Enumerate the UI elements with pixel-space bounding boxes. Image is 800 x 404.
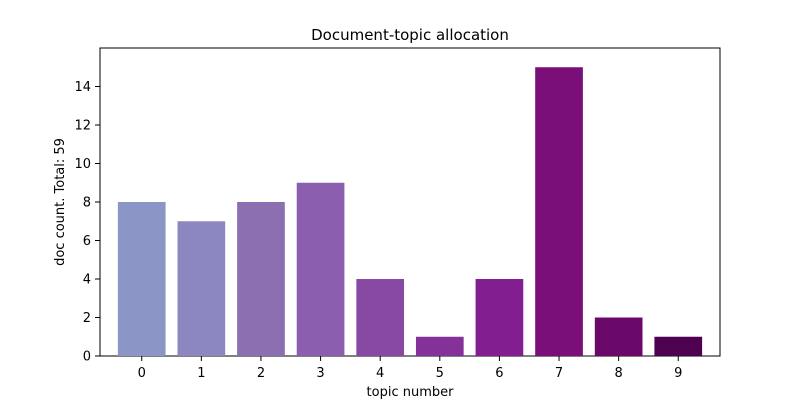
y-axis: 0 2 4 6 8 10 12 14 [74,80,100,365]
x-tick-label: 0 [138,366,146,381]
y-tick-label: 8 [83,196,91,211]
x-tick-label: 6 [495,366,503,381]
x-tick-label: 4 [376,366,384,381]
x-tick-label: 1 [197,366,205,381]
bar-topic-5 [415,336,464,356]
x-tick-label: 9 [674,366,682,381]
y-axis-label: doc count. Total: 59 [53,138,68,266]
chart-title: Document-topic allocation [311,26,509,44]
y-tick-label: 10 [74,157,91,172]
bar-topic-2 [237,202,285,356]
y-tick-label: 4 [83,273,91,288]
bar-topic-4 [356,279,405,356]
x-tick-label: 8 [615,366,623,381]
x-tick-label: 7 [555,366,563,381]
bar-topic-3 [296,182,345,356]
bars-layer [117,67,703,356]
bar-topic-0 [117,202,166,356]
bar-topic-1 [177,221,226,356]
bar-topic-8 [594,317,643,356]
x-tick-label: 2 [257,366,265,381]
bar-topic-6 [475,279,524,356]
y-tick-label: 12 [74,119,91,134]
x-tick-label: 3 [316,366,324,381]
y-tick-label: 2 [83,311,91,326]
bar-topic-9 [654,336,703,356]
x-axis-label: topic number [367,385,455,400]
x-axis: 0 1 2 3 4 5 6 7 8 9 [138,356,682,381]
x-tick-label: 5 [436,366,444,381]
y-tick-label: 14 [74,80,91,95]
y-tick-label: 6 [83,234,91,249]
bar-topic-7 [535,67,583,356]
y-tick-label: 0 [83,350,91,365]
